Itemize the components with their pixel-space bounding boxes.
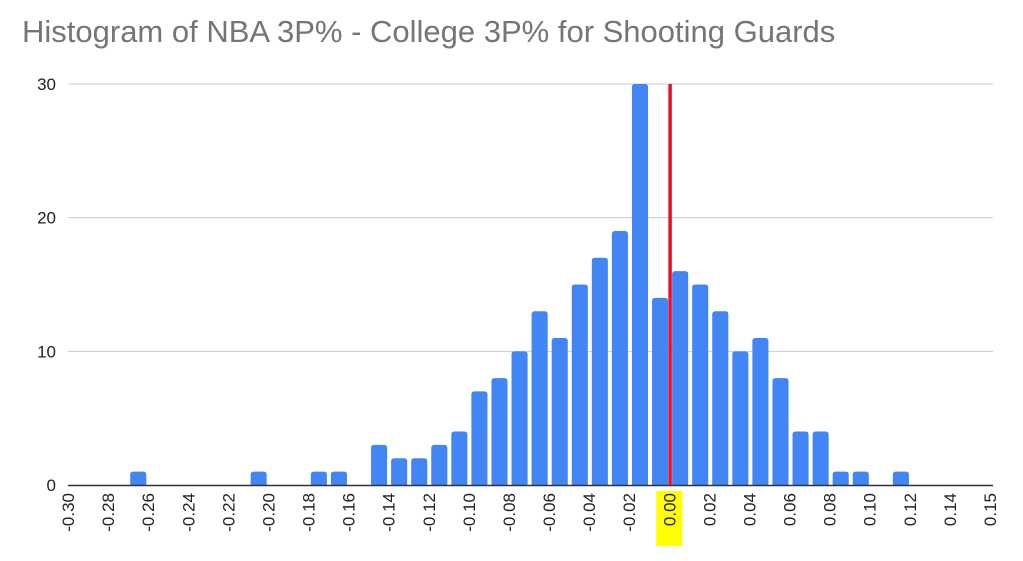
x-tick-label: -0.28 <box>99 493 118 532</box>
histogram-bar <box>310 471 327 485</box>
y-tick-label: 0 <box>47 476 56 495</box>
x-tick-label: 0.10 <box>861 493 880 526</box>
y-tick-label: 30 <box>37 75 56 94</box>
x-tick-label: 0.06 <box>781 493 800 526</box>
histogram-bar <box>371 444 388 485</box>
x-tick-label: -0.10 <box>460 493 479 532</box>
histogram-bar <box>571 284 588 485</box>
histogram-bar <box>451 431 468 485</box>
x-tick-label: 0.02 <box>700 493 719 526</box>
histogram-bar <box>732 351 749 485</box>
x-tick-label: -0.16 <box>340 493 359 532</box>
x-tick-label: -0.08 <box>500 493 519 532</box>
x-tick-label: -0.02 <box>620 493 639 532</box>
histogram-bar <box>491 378 508 485</box>
histogram-bar <box>591 257 608 485</box>
histogram-bar <box>672 271 689 485</box>
histogram-bar <box>130 471 147 485</box>
x-tick-label: 0.15 <box>981 493 1000 526</box>
histogram-bar <box>652 297 669 485</box>
histogram-bar <box>471 391 488 485</box>
histogram-bar <box>250 471 267 485</box>
histogram-bar <box>431 444 448 485</box>
x-tick-label: 0.08 <box>821 493 840 526</box>
histogram-bar <box>832 471 849 485</box>
x-tick-label: -0.22 <box>219 493 238 532</box>
x-tick-label: -0.30 <box>59 493 78 532</box>
y-tick-label: 10 <box>37 342 56 361</box>
x-tick-label: -0.06 <box>540 493 559 532</box>
histogram-bar <box>892 471 909 485</box>
tick-highlight <box>656 491 683 546</box>
histogram-bar <box>812 431 829 485</box>
histogram-bar <box>692 284 709 485</box>
x-tick-label: -0.24 <box>179 493 198 532</box>
x-tick-label: 0.04 <box>740 493 759 526</box>
x-tick-label: -0.18 <box>300 493 319 532</box>
chart-title: Histogram of NBA 3P% - College 3P% for S… <box>22 14 836 49</box>
histogram-bar <box>752 337 769 485</box>
histogram-bar <box>411 458 428 485</box>
x-tick-label: -0.20 <box>259 493 278 532</box>
x-tick-label: 0.12 <box>901 493 920 526</box>
y-tick-label: 20 <box>37 209 56 228</box>
histogram-bar <box>792 431 809 485</box>
x-tick-label: 0.14 <box>941 493 960 526</box>
histogram-bar <box>531 311 548 485</box>
x-tick-label: -0.26 <box>139 493 158 532</box>
x-tick-label: 0.00 <box>660 493 679 526</box>
histogram-bar <box>631 84 649 485</box>
histogram-bar <box>772 378 789 485</box>
histogram-bar <box>551 337 568 485</box>
histogram-bar <box>330 471 347 485</box>
histogram-bar <box>511 351 528 485</box>
histogram-bar <box>611 231 628 485</box>
x-tick-label: -0.12 <box>420 493 439 532</box>
x-tick-label: -0.14 <box>380 493 399 532</box>
histogram-bar <box>712 311 729 485</box>
histogram-bar <box>852 471 869 485</box>
x-tick-label: -0.04 <box>580 493 599 532</box>
histogram-bar <box>391 458 408 485</box>
